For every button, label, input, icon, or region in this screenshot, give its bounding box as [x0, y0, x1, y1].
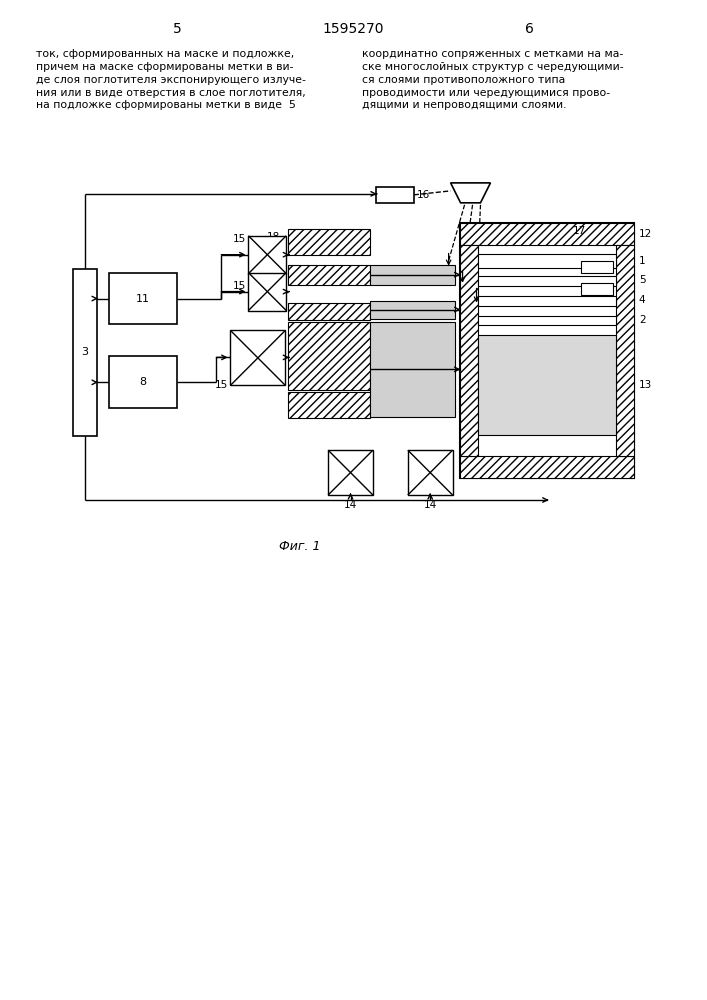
- Text: 4: 4: [639, 295, 645, 305]
- Bar: [109, 356, 177, 408]
- Bar: [248, 273, 286, 311]
- Text: 18: 18: [267, 232, 280, 242]
- Bar: [460, 223, 634, 245]
- Bar: [460, 245, 477, 456]
- Bar: [288, 303, 370, 320]
- Polygon shape: [450, 183, 491, 203]
- Bar: [370, 265, 455, 285]
- Bar: [370, 301, 455, 319]
- Bar: [460, 456, 634, 478]
- Text: координатно сопряженных с метками на ма-
ске многослойных структур с чередующими: координатно сопряженных с метками на ма-…: [362, 49, 624, 110]
- Bar: [73, 269, 97, 436]
- Bar: [248, 236, 286, 274]
- Bar: [370, 322, 455, 417]
- Text: 1: 1: [639, 256, 645, 266]
- Bar: [460, 223, 634, 478]
- Bar: [288, 265, 370, 285]
- Bar: [230, 330, 285, 385]
- Text: 14: 14: [344, 500, 357, 510]
- Bar: [477, 276, 616, 286]
- Text: 17: 17: [573, 226, 585, 236]
- Bar: [328, 450, 373, 495]
- Text: 12: 12: [639, 229, 652, 239]
- Text: 6: 6: [525, 22, 534, 36]
- Bar: [477, 316, 616, 325]
- Text: 5: 5: [173, 22, 182, 36]
- Text: 14: 14: [423, 500, 437, 510]
- Text: ток, сформированных на маске и подложке,
причем на маске сформированы метки в ви: ток, сформированных на маске и подложке,…: [36, 49, 306, 110]
- Text: 16: 16: [416, 190, 430, 200]
- Text: 1595270: 1595270: [322, 22, 384, 36]
- Bar: [376, 187, 414, 203]
- Bar: [288, 322, 370, 390]
- Text: 15: 15: [233, 281, 247, 291]
- Text: 5: 5: [639, 275, 645, 285]
- Text: 3: 3: [81, 347, 88, 357]
- Text: 8: 8: [139, 377, 146, 387]
- Bar: [477, 254, 616, 268]
- Bar: [109, 273, 177, 324]
- Bar: [581, 283, 613, 295]
- Bar: [408, 450, 452, 495]
- Text: 11: 11: [136, 294, 150, 304]
- Bar: [477, 335, 616, 435]
- Text: 2: 2: [639, 315, 645, 325]
- Bar: [288, 392, 370, 418]
- Bar: [288, 229, 370, 255]
- Bar: [477, 296, 616, 306]
- Text: 15: 15: [233, 234, 247, 244]
- Bar: [616, 245, 634, 456]
- Text: Фиг. 1: Фиг. 1: [279, 540, 321, 553]
- Text: 13: 13: [639, 380, 652, 390]
- Bar: [581, 261, 613, 273]
- Text: 15: 15: [215, 380, 228, 390]
